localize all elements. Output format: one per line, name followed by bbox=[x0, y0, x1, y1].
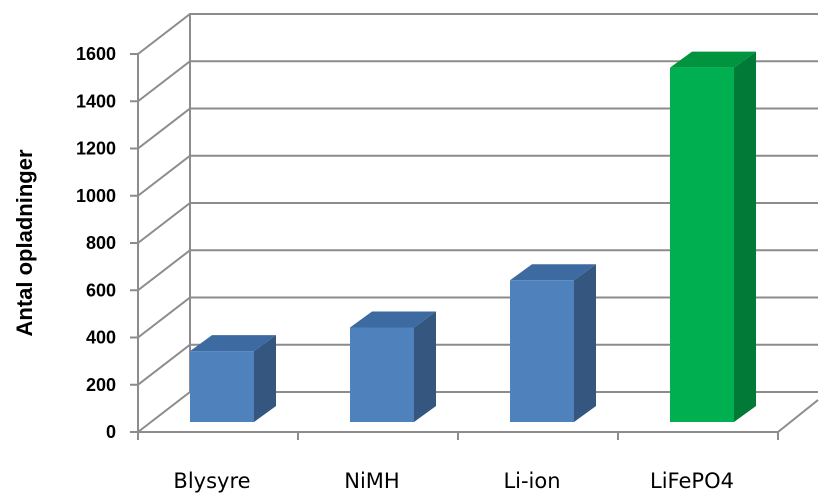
bar-top bbox=[190, 335, 276, 352]
bar-top bbox=[350, 311, 436, 328]
bar-top bbox=[510, 264, 596, 281]
axes bbox=[130, 14, 819, 440]
y-tick-label: 400 bbox=[86, 328, 116, 348]
bar bbox=[190, 335, 276, 422]
bar-top bbox=[670, 51, 756, 68]
x-category-label: NiMH bbox=[344, 469, 399, 493]
labels: 0 200 400 600 800 1000 1200 1400 1600 Blysyre NiMH… bbox=[76, 44, 734, 493]
bar-front bbox=[510, 280, 574, 422]
floor-right-edge bbox=[777, 399, 819, 433]
y-tick-label: 1200 bbox=[76, 139, 116, 159]
x-category-label: Li-ion bbox=[503, 469, 560, 493]
bar-side bbox=[574, 264, 596, 422]
bar bbox=[670, 51, 756, 422]
y-tick-label: 0 bbox=[106, 422, 116, 442]
bars bbox=[190, 51, 756, 422]
bar-front bbox=[350, 327, 414, 422]
x-category-label: Blysyre bbox=[173, 469, 250, 493]
y-tick-label: 1000 bbox=[76, 186, 116, 206]
bar-side bbox=[414, 311, 436, 422]
y-tick-label: 200 bbox=[86, 375, 116, 395]
bar-side bbox=[254, 335, 276, 422]
y-tick-label: 800 bbox=[86, 233, 116, 253]
y-tick-label: 1600 bbox=[76, 44, 116, 64]
x-category-label: LiFePO4 bbox=[650, 469, 734, 493]
bar-front bbox=[190, 351, 254, 422]
gridline bbox=[137, 13, 818, 55]
bar-front bbox=[670, 67, 734, 422]
y-axis-title: Antal opladninger bbox=[12, 149, 37, 336]
y-tick-label: 1400 bbox=[76, 91, 116, 111]
bar bbox=[510, 264, 596, 422]
bar-side bbox=[734, 51, 756, 422]
y-tick-label: 600 bbox=[86, 280, 116, 300]
bar bbox=[350, 311, 436, 422]
